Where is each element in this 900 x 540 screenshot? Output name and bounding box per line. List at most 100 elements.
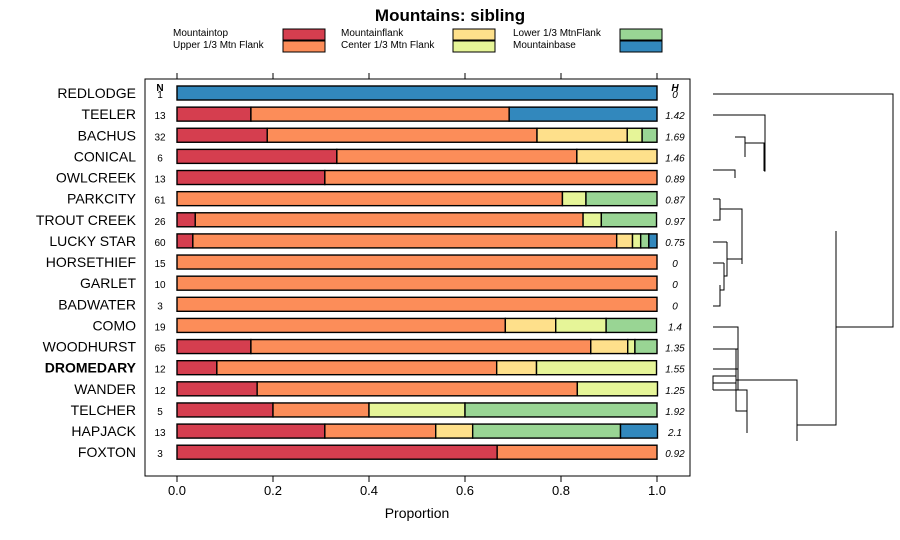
row-n-value: 1 [157,90,163,101]
row-label: FOXTON [78,444,136,460]
bar-segment-mountaintop [176,423,326,439]
row-n-value: 26 [154,217,166,228]
bar-segment-mountainflank [590,338,629,355]
bar-segment-mountaintop [176,359,218,376]
legend-label-upper-1-3-mtn-flank: Upper 1/3 Mtn Flank [173,40,265,51]
bar-segment-center-1-3-mtn-flank [555,317,607,334]
row-garlet: GARLET 10 0 [80,275,678,291]
row-label: TEELER [82,106,136,122]
legend-label-lower-1-3-mtnflank: Lower 1/3 MtnFlank [513,28,602,39]
bar-segment-upper-1-3-mtn-flank [250,106,510,122]
bar-segment-upper-1-3-mtn-flank [496,444,658,460]
row-h-value: 2.1 [667,428,682,439]
row-h-value: 0.75 [665,238,685,249]
dendrogram [712,93,894,441]
bar-segment-upper-1-3-mtn-flank [176,317,507,334]
row-lucky-star: LUCKY STAR 60 0.75 [49,233,685,249]
bar-segment-upper-1-3-mtn-flank [192,233,618,249]
legend-swatch-mountainflank [452,28,496,41]
bar-segment-center-1-3-mtn-flank [368,402,466,418]
row-n-value: 60 [154,238,166,249]
bar-segment-upper-1-3-mtn-flank [176,275,658,291]
row-woodhurst: WOODHURST 65 1.35 [43,339,685,355]
bar-segment-lower-1-3-mtnflank [600,212,658,228]
row-teeler: TEELER 13 1.42 [82,106,686,122]
bar-segment-center-1-3-mtn-flank [627,338,636,355]
bar-segment-mountainflank [504,317,557,334]
bar-segment-mountainflank [495,359,538,376]
bar-segment-mountaintop [176,212,196,228]
row-parkcity: PARKCITY 61 0.87 [67,191,685,207]
row-owlcreek: OWLCREEK 13 0.89 [56,170,685,186]
row-label: WANDER [74,381,136,397]
bar-segment-mountaintop [176,233,194,249]
x-axis: 0.0 0.2 0.4 0.6 0.8 1.0 [168,73,666,498]
row-label: TELCHER [71,402,136,418]
row-n-value: 19 [154,322,166,333]
row-n-value: 3 [157,449,163,460]
row-n-value: 12 [154,365,166,376]
bar-segment-lower-1-3-mtnflank [471,423,622,439]
legend-swatch-upper-1-3-mtn-flank [282,40,326,53]
row-label: OWLCREEK [56,170,137,186]
row-label: BADWATER [58,296,136,312]
plot-frame [144,78,691,477]
x-tick-label: 0.2 [264,483,282,498]
row-label: BACHUS [78,127,136,143]
bar-segment-mountainflank [576,148,658,165]
row-h-value: 0 [672,259,678,270]
row-label: DROMEDARY [45,360,137,376]
bar-segment-center-1-3-mtn-flank [626,127,643,143]
row-h-value: 1.55 [665,365,685,376]
row-bachus: BACHUS 32 1.69 [78,127,686,143]
bar-segment-mountaintop [176,444,498,460]
bar-segment-upper-1-3-mtn-flank [216,359,498,376]
bar-segment-upper-1-3-mtn-flank [336,148,578,165]
row-n-value: 32 [154,132,166,143]
x-tick-label: 0.6 [456,483,474,498]
bar-segment-mountaintop [176,381,258,397]
bar-segment-upper-1-3-mtn-flank [176,296,658,312]
row-dromedary: DROMEDARY 12 1.55 [45,360,685,376]
bar-segment-upper-1-3-mtn-flank [266,127,538,143]
bar-segment-mountainbase [619,423,659,439]
row-n-value: 3 [157,301,163,312]
row-label: LUCKY STAR [49,233,136,249]
row-wander: WANDER 12 1.25 [74,381,685,397]
bar-segment-mountaintop [176,127,268,143]
n-column-header: N [156,83,163,94]
row-hapjack: HAPJACK 13 2.1 [71,423,682,439]
row-n-value: 6 [157,153,163,164]
bar-segment-mountaintop [176,148,338,165]
row-redlodge: REDLODGE 1 0 [57,85,678,101]
bar-segment-upper-1-3-mtn-flank [256,381,579,397]
legend-swatch-center-1-3-mtn-flank [452,40,496,53]
bar-segment-center-1-3-mtn-flank [582,212,603,228]
legend-label-mountainflank: Mountainflank [341,28,404,39]
row-h-value: 1.42 [665,111,685,122]
x-tick-label: 1.0 [648,483,666,498]
row-trout-creek: TROUT CREEK 26 0.97 [36,212,685,228]
row-h-value: 1.46 [665,153,685,164]
row-foxton: FOXTON 3 0.92 [78,444,685,460]
row-como: COMO 19 1.4 [92,317,682,333]
legend-swatch-lower-1-3-mtnflank [619,28,663,41]
row-n-value: 65 [154,344,166,355]
bar-segment-upper-1-3-mtn-flank [250,338,592,355]
bar-segment-mountaintop [176,338,252,355]
bar-segment-lower-1-3-mtnflank [641,127,658,143]
bar-segment-upper-1-3-mtn-flank [272,402,370,418]
bar-segment-lower-1-3-mtnflank [634,338,658,355]
legend-label-mountainbase: Mountainbase [513,40,576,51]
row-h-value: 0 [672,301,678,312]
row-n-value: 13 [154,111,166,122]
bar-segment-upper-1-3-mtn-flank [194,212,584,228]
x-tick-label: 0.4 [360,483,378,498]
bar-segment-upper-1-3-mtn-flank [324,423,437,439]
row-conical: CONICAL 6 1.46 [74,148,685,164]
row-n-value: 13 [154,428,166,439]
row-badwater: BADWATER 3 0 [58,296,678,312]
